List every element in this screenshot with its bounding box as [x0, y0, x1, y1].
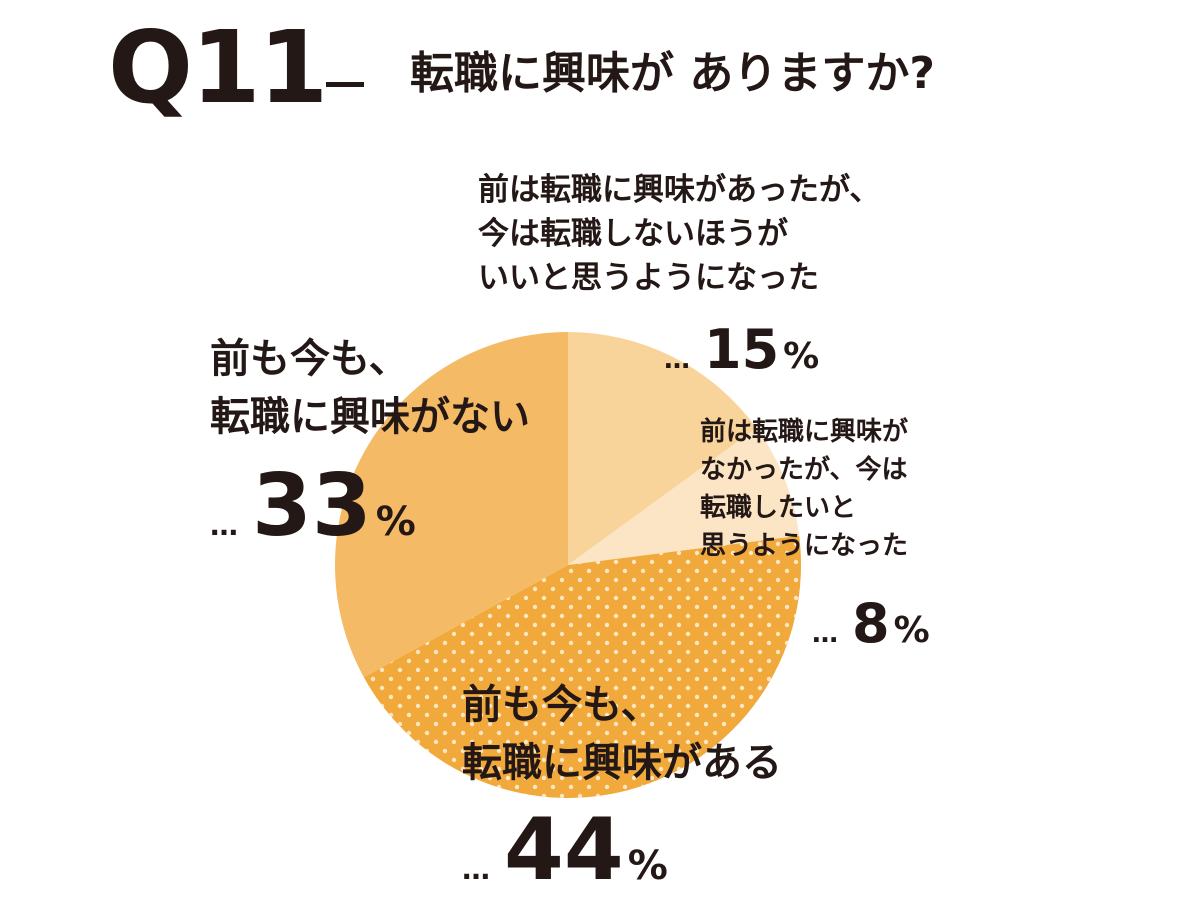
leader-dots: …	[664, 345, 692, 375]
slice-label-line: 転職に興味がある	[462, 740, 782, 786]
pie-slice-new-interest	[568, 428, 800, 565]
pie-slice-former-interest	[568, 332, 757, 565]
slice-label-line: 前は転職に興味があったが、	[478, 172, 881, 208]
slice-label-no-interest: 前も今も、 転職に興味がない	[210, 330, 530, 446]
slice-value-number: 33	[252, 456, 372, 556]
question-title: 転職に興味が ありますか?	[410, 48, 935, 99]
percent-sign: %	[783, 336, 820, 377]
title-dash	[326, 82, 364, 87]
slice-label-always-interest: 前も今も、 転職に興味がある	[462, 676, 782, 792]
slice-label-former-interest: 前は転職に興味があったが、 今は転職しないほうが いいと思うようになった	[478, 168, 880, 300]
slice-label-line: 転職に興味がない	[210, 394, 530, 440]
question-number: Q11	[108, 9, 328, 126]
slice-value-number: 15	[704, 318, 780, 381]
slice-label-new-interest: 前は転職に興味が なかったが、今は 転職したいと 思うようになった	[700, 413, 908, 565]
percent-sign: %	[627, 843, 668, 889]
slice-label-line: なかったが、今は	[700, 455, 908, 485]
slice-value-always-interest: … 44 %	[462, 800, 668, 900]
slice-value-former-interest: … 15 %	[664, 318, 819, 381]
leader-dots: …	[462, 853, 492, 886]
percent-sign: %	[893, 610, 930, 651]
pie-slice-dot-pattern	[363, 535, 801, 798]
slice-label-line: 転職したいと	[700, 493, 857, 523]
slice-label-line: いいと思うようになった	[478, 260, 819, 296]
slice-label-line: 前も今も、	[210, 336, 409, 382]
slice-value-new-interest: … 8 %	[812, 592, 930, 655]
percent-sign: %	[375, 499, 416, 545]
slice-label-line: 前も今も、	[462, 682, 661, 728]
pie-slice-no-interest	[335, 332, 568, 678]
slice-label-line: 前は転職に興味が	[700, 417, 909, 447]
slice-value-no-interest: … 33 %	[210, 456, 416, 556]
slice-label-line: 思うようになった	[700, 531, 909, 561]
leader-dots: …	[210, 509, 240, 542]
leader-dots: …	[812, 619, 840, 649]
slice-value-number: 8	[852, 592, 890, 655]
slice-label-line: 今は転職しないほうが	[478, 216, 788, 252]
slice-value-number: 44	[504, 800, 624, 900]
